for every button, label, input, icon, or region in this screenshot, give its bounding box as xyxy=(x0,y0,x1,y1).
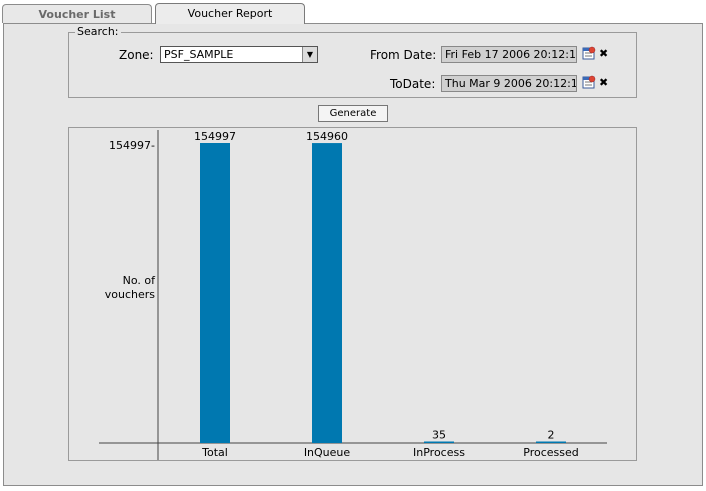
zone-select[interactable]: PSF_SAMPLE ▼ xyxy=(160,46,318,63)
category-label-inqueue: InQueue xyxy=(304,446,351,459)
dropdown-arrow-icon[interactable]: ▼ xyxy=(302,47,317,62)
y-axis-label-line2: vouchers xyxy=(105,288,156,301)
value-label-inqueue: 154960 xyxy=(306,130,348,143)
search-fieldset: Search: Zone: PSF_SAMPLE ▼ From Date: Fr… xyxy=(68,25,637,98)
generate-button[interactable]: Generate xyxy=(318,105,388,122)
bar-inqueue xyxy=(312,143,342,444)
y-max-label: 154997- xyxy=(109,139,155,152)
value-label-total: 154997 xyxy=(194,130,236,143)
search-legend: Search: xyxy=(75,25,121,38)
tab-voucher-list[interactable]: Voucher List xyxy=(2,4,152,23)
category-label-total: Total xyxy=(201,446,228,459)
zone-select-value: PSF_SAMPLE xyxy=(164,48,234,61)
bar-inprocess xyxy=(424,441,454,443)
category-label-processed: Processed xyxy=(523,446,578,459)
value-label-processed: 2 xyxy=(548,429,555,442)
calendar-icon[interactable] xyxy=(582,46,596,60)
value-label-inprocess: 35 xyxy=(432,429,446,442)
to-date-input[interactable]: Thu Mar 9 2006 20:12:12 xyxy=(441,75,577,92)
to-date-label: ToDate: xyxy=(390,77,436,91)
bar-processed xyxy=(536,441,566,443)
clear-to-date-icon[interactable]: ✖ xyxy=(599,76,609,89)
chart-area: 154997- No. of vouchers 154997 Total 15496… xyxy=(68,127,637,461)
bar-chart: 154997- No. of vouchers 154997 Total 15496… xyxy=(99,130,607,460)
y-axis-label-line1: No. of xyxy=(123,274,156,287)
zone-label: Zone: xyxy=(119,48,154,62)
report-panel: Search: Zone: PSF_SAMPLE ▼ From Date: Fr… xyxy=(3,23,703,486)
from-date-label: From Date: xyxy=(370,48,437,62)
from-date-input[interactable]: Fri Feb 17 2006 20:12:12 xyxy=(441,46,577,63)
category-label-inprocess: InProcess xyxy=(413,446,465,459)
calendar-icon[interactable] xyxy=(582,75,596,89)
tab-voucher-report[interactable]: Voucher Report xyxy=(155,3,305,24)
bar-total xyxy=(200,143,230,443)
clear-from-date-icon[interactable]: ✖ xyxy=(599,47,609,60)
